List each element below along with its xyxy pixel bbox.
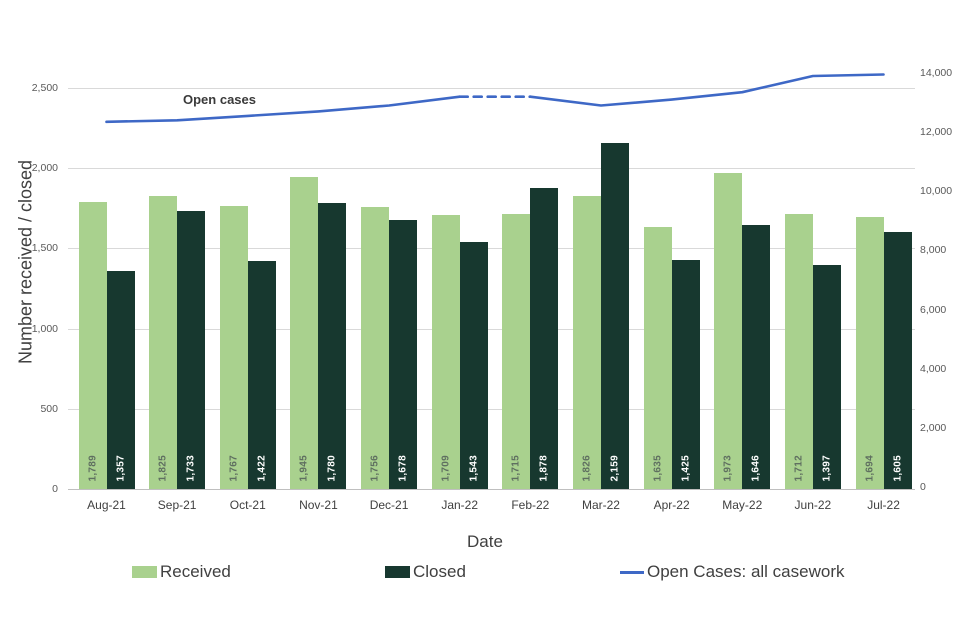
x-tick-label: Feb-22 [511,498,550,512]
closed-bar: 1,646 [742,224,771,489]
open-cases-line-segment [105,95,462,124]
open-cases-line-swatch-icon [620,570,644,574]
closed-bar: 1,678 [389,219,418,489]
received-bar: 1,973 [714,172,743,489]
received-bar: 1,635 [643,226,672,489]
bar-value-label: 1,825 [157,455,169,482]
bar-value-label: 1,678 [397,455,409,482]
x-axis-title: Date [467,532,503,551]
gridline [68,408,915,410]
received-bar: 1,789 [78,202,107,489]
y-tick-label-left: 500 [40,402,58,415]
closed-bar: 1,397 [812,264,841,489]
bar-value-label: 1,945 [298,455,310,482]
bar-value-label: 1,767 [228,455,240,482]
y-tick-label-right: 4,000 [920,362,947,375]
bar-value-label: 1,397 [821,455,833,482]
y-tick-label-right: 12,000 [920,126,953,139]
received-swatch-icon [132,566,157,578]
x-tick-label: Nov-21 [299,498,338,512]
y-tick-label-right: 2,000 [920,421,947,434]
bar-value-label: 1,789 [87,455,98,482]
closed-bar: 1,733 [177,211,206,489]
gridline [68,248,915,250]
gridline [68,88,915,89]
received-bar: 1,709 [431,214,460,489]
x-tick-label: Aug-21 [87,498,126,512]
closed-bar: 1,425 [671,260,700,489]
y-tick-label-right: 8,000 [920,244,947,257]
closed-swatch-icon [385,566,410,578]
bar-value-label: 1,780 [326,455,338,482]
legend-item-open-cases: Open Cases: all casework [620,562,844,582]
received-bar: 1,715 [502,213,531,489]
closed-bar: 1,422 [247,260,276,489]
x-tick-label: May-22 [722,498,763,512]
closed-bar: 1,543 [459,241,488,489]
bar-value-label: 1,605 [892,455,904,482]
bar-value-label: 1,826 [581,455,593,482]
legend-label-closed: Closed [413,562,466,581]
bar-value-label: 1,878 [538,455,550,482]
x-tick-label: Jul-22 [867,498,900,512]
legend-item-closed: Closed [385,562,466,582]
bar-value-label: 1,357 [115,455,126,482]
received-bar: 1,767 [219,205,248,489]
bar-value-label: 1,712 [793,455,805,482]
bar-value-label: 1,646 [750,455,762,482]
bar-value-label: 1,733 [185,455,197,482]
x-tick-label: Jun-22 [794,498,832,512]
x-axis-line [68,489,915,490]
gridline [68,168,915,170]
y-tick-label-left: 1,500 [31,242,58,255]
received-bar: 1,712 [784,214,813,489]
gridline [68,328,915,330]
y-tick-label-right: 0 [920,481,926,493]
bar-value-label: 1,973 [722,455,734,482]
y-tick-label-left: 1,000 [31,322,58,335]
x-tick-label: Jan-22 [441,498,479,512]
received-bar: 1,825 [149,196,178,489]
bar-value-label: 1,756 [369,455,381,482]
closed-bar: 1,878 [530,187,559,489]
closed-bar: 2,159 [600,142,629,489]
legend-item-received: Received [132,562,231,582]
received-bar: 1,694 [855,217,884,489]
y-tick-label-right: 14,000 [920,67,953,79]
bar-value-label: 1,422 [256,455,268,482]
bar-value-label: 1,709 [440,455,452,482]
bar-value-label: 2,159 [609,455,621,482]
x-tick-label: Sep-21 [157,498,197,512]
received-bar: 1,756 [361,207,390,489]
legend-label-open-cases: Open Cases: all casework [647,562,845,581]
closed-bar: 1,357 [106,271,135,489]
x-tick-label: Apr-22 [653,498,690,512]
y-tick-label-right: 10,000 [920,185,953,198]
y-tick-label-right: 6,000 [920,303,947,316]
y-tick-label-left: 0 [52,483,58,495]
closed-bar: 1,780 [318,203,347,489]
closed-bar: 1,605 [883,231,912,489]
open-cases-line-segment [528,73,885,107]
x-tick-label: Dec-21 [369,498,409,512]
received-bar: 1,945 [290,177,319,489]
bar-value-label: 1,635 [652,455,664,482]
y-tick-label-left: 2,500 [31,82,58,94]
received-bar: 1,826 [572,196,601,489]
open-cases-annotation: Open cases [183,92,256,107]
bar-value-label: 1,543 [468,455,480,482]
bar-value-label: 1,715 [510,455,522,482]
x-tick-label: Mar-22 [581,498,620,512]
x-tick-label: Oct-21 [229,498,266,512]
legend-label-received: Received [160,562,231,581]
y-tick-label-left: 2,000 [31,162,58,175]
bar-value-label: 1,694 [864,455,876,482]
bar-value-label: 1,425 [680,455,692,482]
